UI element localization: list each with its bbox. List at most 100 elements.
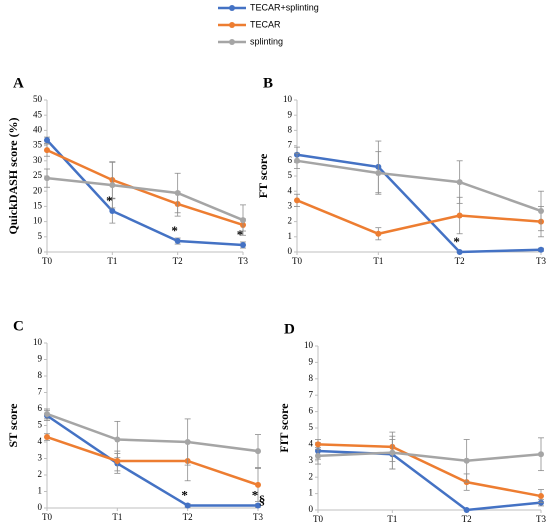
y-tick-label: 8 xyxy=(38,370,43,380)
legend-marker xyxy=(229,22,235,28)
y-tick-label: 8 xyxy=(288,124,293,134)
y-tick-label: 1 xyxy=(38,486,43,496)
y-tick-label: 9 xyxy=(38,354,43,364)
marker xyxy=(389,449,396,456)
series-line xyxy=(296,159,542,213)
y-tick-label: 0 xyxy=(309,504,314,514)
y-tick-label: 5 xyxy=(38,420,43,430)
legend-label: TECAR xyxy=(250,19,281,29)
y-tick-label: 7 xyxy=(309,389,314,399)
y-tick-label: 5 xyxy=(288,170,293,180)
y-tick-label: 25 xyxy=(33,170,43,180)
marker xyxy=(315,452,321,459)
y-tick-label: 10 xyxy=(33,337,43,347)
series-line xyxy=(46,435,259,487)
panel-label: A xyxy=(13,75,24,91)
series-line xyxy=(317,443,542,498)
y-axis-label: FIT score xyxy=(277,403,291,453)
y-tick-label: 45 xyxy=(33,109,43,119)
marker xyxy=(538,207,544,214)
y-tick-label: 35 xyxy=(33,140,43,150)
marker xyxy=(456,179,463,186)
x-tick-label: T1 xyxy=(107,256,117,266)
marker xyxy=(538,493,544,500)
y-tick-label: 1 xyxy=(288,231,293,241)
marker xyxy=(184,439,191,445)
marker xyxy=(255,481,261,488)
legend-marker xyxy=(229,39,235,45)
y-tick-label: 3 xyxy=(38,453,43,463)
y-tick-label: 4 xyxy=(288,185,293,195)
marker xyxy=(174,238,181,245)
x-tick-label: T3 xyxy=(238,256,248,266)
y-tick-label: 8 xyxy=(309,373,314,383)
legend-label: splinting xyxy=(250,36,283,46)
y-tick-label: 30 xyxy=(33,155,43,165)
y-axis-label: QuickDASH score (%) xyxy=(6,117,20,234)
x-tick-label: T2 xyxy=(173,256,183,266)
marker xyxy=(44,175,50,182)
x-tick-label: T3 xyxy=(253,512,263,522)
marker xyxy=(44,410,50,417)
y-tick-label: 4 xyxy=(38,436,43,446)
series-line xyxy=(296,199,542,236)
marker xyxy=(255,448,261,455)
y-tick-label: 0 xyxy=(288,246,293,256)
x-tick-label: T3 xyxy=(536,514,546,524)
y-tick-label: 0 xyxy=(38,246,43,256)
x-tick-label: T1 xyxy=(112,512,122,522)
annotation: * xyxy=(237,227,244,242)
marker xyxy=(114,457,121,464)
marker xyxy=(315,441,321,448)
marker xyxy=(114,436,121,443)
y-tick-label: 3 xyxy=(309,455,314,465)
marker xyxy=(44,147,50,154)
y-tick-label: 9 xyxy=(288,109,293,119)
marker xyxy=(44,434,50,441)
marker xyxy=(375,230,382,237)
y-tick-label: 10 xyxy=(304,340,314,350)
marker xyxy=(184,502,191,509)
x-tick-label: T1 xyxy=(387,514,397,524)
x-tick-label: T2 xyxy=(183,512,193,522)
y-tick-label: 2 xyxy=(309,471,314,481)
marker xyxy=(463,507,470,513)
annotation: * xyxy=(171,223,178,238)
x-tick-label: T1 xyxy=(373,256,383,266)
marker xyxy=(109,182,116,189)
annotation: * xyxy=(252,488,259,503)
series-line xyxy=(46,412,259,453)
y-tick-label: 6 xyxy=(38,403,43,413)
marker xyxy=(44,137,50,144)
y-tick-label: 6 xyxy=(288,155,293,165)
x-tick-label: T0 xyxy=(313,514,323,524)
y-tick-label: 2 xyxy=(288,216,293,226)
marker xyxy=(255,502,261,509)
y-tick-label: 0 xyxy=(38,502,43,512)
y-tick-label: 40 xyxy=(33,124,43,134)
annotation: § xyxy=(259,493,266,508)
marker xyxy=(174,190,181,197)
y-tick-label: 6 xyxy=(309,406,314,416)
series-line xyxy=(317,451,542,463)
panel-label: D xyxy=(284,321,295,337)
y-tick-label: 50 xyxy=(33,94,43,104)
y-axis-label: ST score xyxy=(6,403,20,448)
x-tick-label: T3 xyxy=(536,256,546,266)
series-line xyxy=(46,149,244,227)
x-tick-label: T0 xyxy=(42,512,52,522)
marker xyxy=(109,207,116,214)
y-tick-label: 4 xyxy=(309,438,314,448)
annotation: * xyxy=(106,193,113,208)
y-tick-label: 5 xyxy=(309,422,314,432)
legend-label: TECAR+splinting xyxy=(250,2,319,12)
y-tick-label: 7 xyxy=(38,387,43,397)
legend-marker xyxy=(229,5,235,11)
marker xyxy=(463,457,470,464)
series-line xyxy=(317,449,542,512)
x-tick-label: T2 xyxy=(455,256,465,266)
marker xyxy=(375,169,382,176)
y-tick-label: 10 xyxy=(33,216,43,226)
marker xyxy=(240,242,246,249)
